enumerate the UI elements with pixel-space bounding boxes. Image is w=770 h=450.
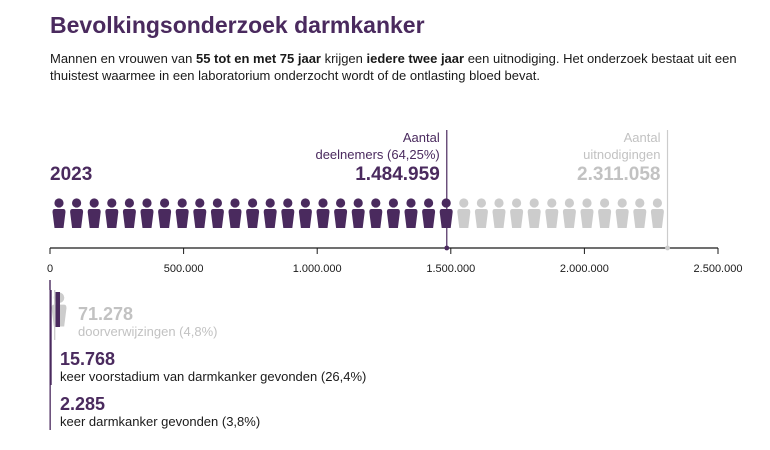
bar-label-line2-uitnodigingen: uitnodigingen [583, 147, 660, 162]
followup-label-voorstadium: keer voorstadium van darmkanker gevonden… [60, 369, 366, 384]
x-tick-label: 2.000.000 [560, 263, 609, 275]
person-icon [527, 198, 541, 228]
person-icon [334, 198, 348, 228]
intro-text-1: Mannen en vrouwen van [50, 51, 196, 66]
bar-marker-dot-uitnodigingen [665, 245, 670, 251]
person-icon [175, 198, 189, 228]
intro-text: Mannen en vrouwen van 55 tot en met 75 j… [50, 50, 740, 84]
person-icon [105, 198, 119, 228]
person-icon [298, 198, 312, 228]
person-icon [210, 198, 224, 228]
followup-value-doorverwijzingen: 71.278 [78, 304, 133, 324]
person-icon [281, 198, 295, 228]
page-title: Bevolkingsonderzoek darmkanker [50, 12, 425, 38]
x-tick-label: 500.000 [164, 263, 204, 275]
followup-label-doorverwijzingen: doorverwijzingen (4,8%) [78, 324, 217, 339]
bar-value-deelnemers: 1.484.959 [355, 164, 440, 185]
person-icon [650, 198, 664, 228]
person-icon [633, 198, 647, 228]
person-icon [404, 198, 418, 228]
person-icon [615, 198, 629, 228]
person-icon [598, 198, 612, 228]
followup-value-voorstadium: 15.768 [60, 349, 115, 369]
person-icon [510, 198, 524, 228]
x-tick-label: 1.500.000 [426, 263, 475, 275]
person-icon [422, 198, 436, 228]
person-icon [545, 198, 559, 228]
x-axis: 0 500.000 1.000.000 1.500.000 2.000.000 2.500… [47, 247, 743, 275]
bar-labels: 2023 Aantal deelnemers (64,25%) 1.484.959 Aa… [50, 130, 670, 251]
person-icon [87, 198, 101, 228]
x-tick-label: 1.000.000 [293, 263, 342, 275]
person-icon [52, 198, 66, 228]
intro-text-2: krijgen [320, 51, 367, 66]
person-icon [246, 198, 260, 228]
person-icon [70, 198, 84, 228]
intro-text-3: een uitnodiging. Het onderzoek bestaat u… [50, 51, 737, 83]
person-icon [492, 198, 506, 228]
followup-value-darmkanker: 2.285 [60, 394, 105, 414]
person-icon [474, 198, 488, 228]
x-tick-label: 0 [47, 263, 53, 275]
followup-label-darmkanker: keer darmkanker gevonden (3,8%) [60, 414, 260, 429]
person-icon [457, 198, 471, 228]
person-icon [228, 198, 242, 228]
bar-label-line1-deelnemers: Aantal [403, 130, 440, 145]
person-icon [263, 198, 277, 228]
intro-age-range: 55 tot en met 75 jaar [195, 51, 321, 66]
intro-frequency: iedere twee jaar [366, 51, 465, 66]
bar-label-line2-deelnemers: deelnemers (64,25%) [315, 147, 439, 162]
person-icon [562, 198, 576, 228]
x-tick-label: 2.500.000 [694, 263, 743, 275]
referral-participant-fill [55, 292, 60, 327]
person-icon [351, 198, 365, 228]
person-icon [369, 198, 383, 228]
person-icon [580, 198, 594, 228]
bar-value-uitnodigingen: 2.311.058 [577, 164, 660, 185]
bar-label-line1-uitnodigingen: Aantal [624, 130, 661, 145]
bar-marker-dot-deelnemers [444, 245, 450, 251]
person-icon [122, 198, 136, 228]
year-label: 2023 [50, 164, 92, 185]
person-icons [52, 198, 664, 228]
person-icon [193, 198, 207, 228]
person-icon [386, 198, 400, 228]
person-icon [316, 198, 330, 228]
person-icon [158, 198, 172, 228]
person-icon [140, 198, 154, 228]
